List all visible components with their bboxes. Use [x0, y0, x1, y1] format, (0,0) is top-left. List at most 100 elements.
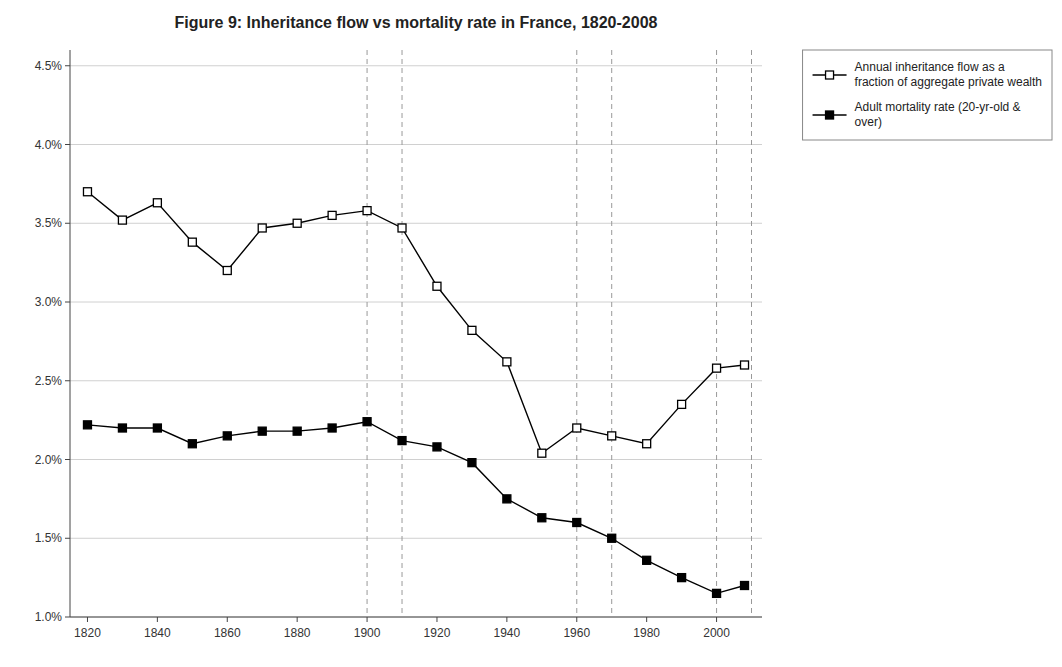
- grid-line: [70, 459, 762, 460]
- y-tick: [65, 459, 70, 460]
- chart: Figure 9: Inheritance flow vs mortality …: [0, 0, 1062, 667]
- x-tick: [506, 617, 507, 622]
- grid-line: [70, 144, 762, 145]
- series-marker: [468, 326, 476, 334]
- legend-marker: [826, 71, 834, 79]
- series-marker: [293, 427, 301, 435]
- series-marker: [573, 519, 581, 527]
- legend-entry: Adult mortality rate (20-yr-old &over): [813, 100, 1021, 129]
- y-tick: [65, 380, 70, 381]
- y-tick: [65, 617, 70, 618]
- x-tick-label: 1820: [74, 626, 101, 640]
- series-marker: [293, 219, 301, 227]
- legend-label: Adult mortality rate (20-yr-old &over): [855, 100, 1021, 129]
- y-tick-label: 2.0%: [35, 453, 63, 467]
- series-line: [87, 422, 744, 594]
- series-marker: [258, 427, 266, 435]
- series-marker: [83, 188, 91, 196]
- series-marker: [643, 440, 651, 448]
- series-marker: [223, 432, 231, 440]
- grid-line: [70, 538, 762, 539]
- series-marker: [573, 424, 581, 432]
- y-tick: [65, 144, 70, 145]
- series-marker: [328, 211, 336, 219]
- grid-line: [70, 617, 762, 618]
- x-tick-label: 1860: [214, 626, 241, 640]
- legend-label: Annual inheritance flow as afraction of …: [855, 60, 1042, 89]
- series-marker: [83, 421, 91, 429]
- legend: Annual inheritance flow as afraction of …: [803, 50, 1052, 140]
- series-marker: [741, 582, 749, 590]
- vertical-line: [716, 50, 717, 617]
- series-marker: [433, 282, 441, 290]
- series-marker: [188, 440, 196, 448]
- x-tick-label: 2000: [703, 626, 730, 640]
- grid-line: [70, 302, 762, 303]
- x-tick-label: 1960: [563, 626, 590, 640]
- vertical-line: [576, 50, 577, 617]
- x-tick: [157, 617, 158, 622]
- series-marker: [538, 449, 546, 457]
- series-marker: [398, 224, 406, 232]
- x-tick-label: 1880: [284, 626, 311, 640]
- legend-box: [803, 50, 1052, 140]
- x-tick-label: 1920: [424, 626, 451, 640]
- x-tick: [716, 617, 717, 622]
- series-marker: [503, 358, 511, 366]
- series-marker: [741, 361, 749, 369]
- vertical-line: [367, 50, 368, 617]
- series-marker: [713, 364, 721, 372]
- grid-line: [70, 65, 762, 66]
- series-marker: [503, 495, 511, 503]
- vertical-line: [751, 50, 752, 617]
- grid-line: [70, 380, 762, 381]
- x-tick-label: 1980: [633, 626, 660, 640]
- series-marker: [118, 424, 126, 432]
- x-tick: [227, 617, 228, 622]
- series-marker: [363, 207, 371, 215]
- series: [83, 418, 748, 598]
- series-marker: [188, 238, 196, 246]
- x-tick: [646, 617, 647, 622]
- y-tick-label: 4.5%: [35, 59, 63, 73]
- x-tick: [87, 617, 88, 622]
- series: [83, 188, 748, 457]
- x-axis-line: [70, 617, 762, 618]
- vertical-line: [402, 50, 403, 617]
- axes: 1.0% 1.5% 2.0% 2.5% 3.0% 3.5% 4.0% 4.5% 1820 1840…: [35, 50, 762, 640]
- x-tick-label: 1840: [144, 626, 171, 640]
- x-tick-label: 1900: [354, 626, 381, 640]
- x-tick: [576, 617, 577, 622]
- y-tick: [65, 65, 70, 66]
- grid-line: [70, 223, 762, 224]
- x-tick: [367, 617, 368, 622]
- y-tick-label: 3.5%: [35, 216, 63, 230]
- y-tick-label: 1.0%: [35, 610, 63, 624]
- series-marker: [258, 224, 266, 232]
- background: [0, 0, 1062, 667]
- legend-marker: [826, 111, 834, 119]
- y-tick-label: 1.5%: [35, 531, 63, 545]
- y-tick-label: 3.0%: [35, 295, 63, 309]
- y-tick: [65, 538, 70, 539]
- x-tick: [436, 617, 437, 622]
- y-axis-line: [70, 50, 71, 617]
- series-marker: [118, 216, 126, 224]
- series-line: [87, 192, 744, 453]
- y-tick-label: 2.5%: [35, 374, 63, 388]
- series-marker: [223, 267, 231, 275]
- vertical-line: [611, 50, 612, 617]
- y-tick: [65, 302, 70, 303]
- y-tick-label: 4.0%: [35, 138, 63, 152]
- series-marker: [713, 589, 721, 597]
- x-tick: [297, 617, 298, 622]
- series-marker: [363, 418, 371, 426]
- series-marker: [153, 424, 161, 432]
- series-marker: [468, 459, 476, 467]
- series-marker: [608, 432, 616, 440]
- series-marker: [538, 514, 546, 522]
- series-marker: [153, 199, 161, 207]
- grid: [70, 66, 762, 617]
- series-marker: [328, 424, 336, 432]
- series-marker: [678, 574, 686, 582]
